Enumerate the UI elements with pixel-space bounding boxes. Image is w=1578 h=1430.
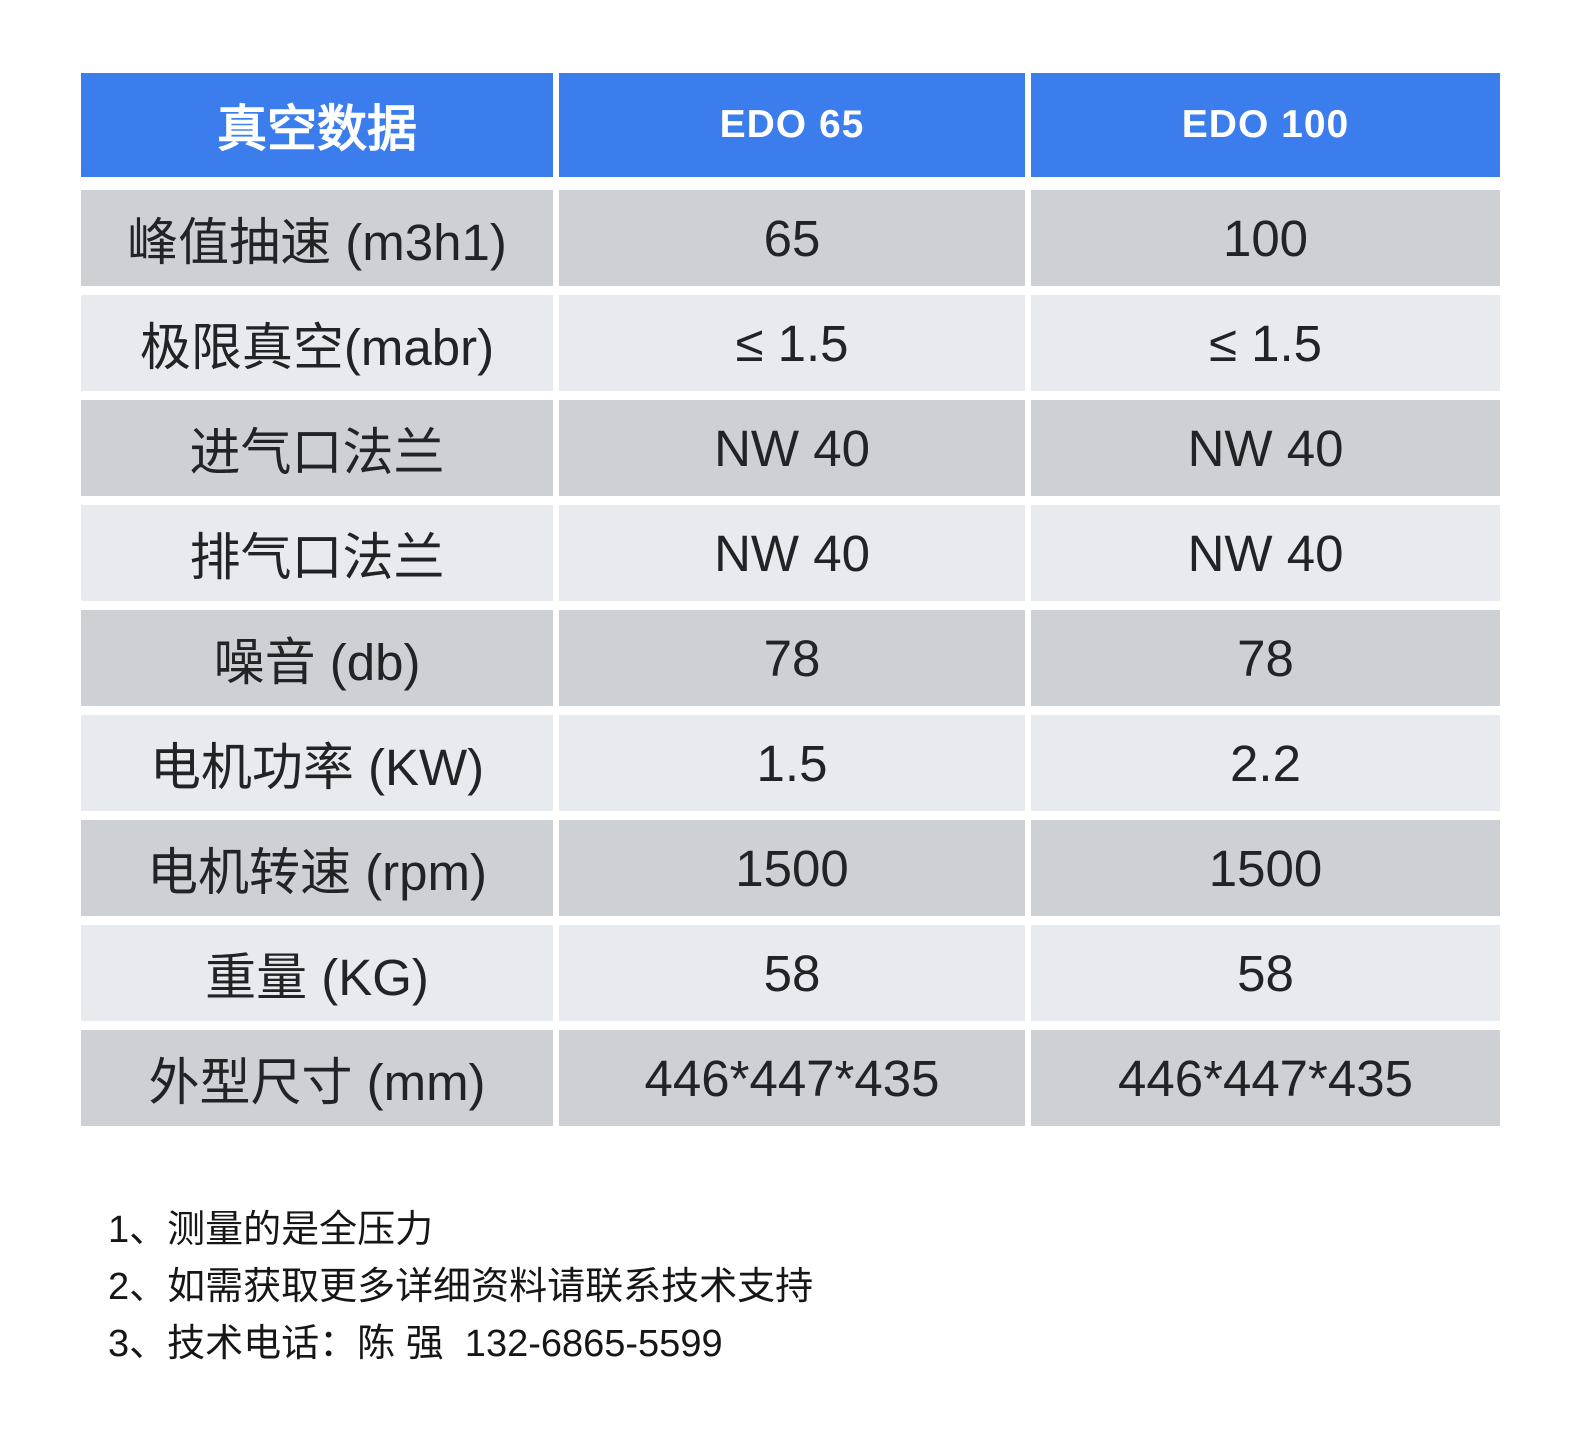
vacuum-spec-table: 真空数据 EDO 65 EDO 100 峰值抽速 (m3h1) 65 100 极… bbox=[81, 73, 1500, 1135]
spec-value-edo100: ≤ 1.5 bbox=[1031, 295, 1500, 391]
spec-value-edo65: NW 40 bbox=[559, 505, 1025, 601]
spec-value-edo100: 100 bbox=[1031, 190, 1500, 286]
spec-value-edo100: 446*447*435 bbox=[1031, 1030, 1500, 1126]
spec-label-cell: 排气口法兰 bbox=[81, 505, 553, 601]
table-header-row: 真空数据 EDO 65 EDO 100 bbox=[81, 73, 1500, 177]
footnotes: 1、测量的是全压力 2、如需获取更多详细资料请联系技术支持 3、技术电话：陈 强… bbox=[108, 1202, 813, 1373]
spec-value-edo65: 58 bbox=[559, 925, 1025, 1021]
table-row-motor-speed: 电机转速 (rpm) 1500 1500 bbox=[81, 820, 1500, 916]
header-edo-65: EDO 65 bbox=[559, 73, 1025, 177]
table-row-peak-speed: 峰值抽速 (m3h1) 65 100 bbox=[81, 190, 1500, 286]
spec-label-cell: 电机转速 (rpm) bbox=[81, 820, 553, 916]
spec-value-edo100: NW 40 bbox=[1031, 505, 1500, 601]
spec-value-edo65: 78 bbox=[559, 610, 1025, 706]
spec-value-edo100: 2.2 bbox=[1031, 715, 1500, 811]
spec-label-cell: 峰值抽速 (m3h1) bbox=[81, 190, 553, 286]
note-support-phone: 3、技术电话：陈 强 132-6865-5599 bbox=[108, 1323, 723, 1365]
spec-value-edo100: 1500 bbox=[1031, 820, 1500, 916]
table-row-inlet-flange: 进气口法兰 NW 40 NW 40 bbox=[81, 400, 1500, 496]
spec-value-edo100: 78 bbox=[1031, 610, 1500, 706]
note-contact-support: 2、如需获取更多详细资料请联系技术支持 bbox=[108, 1266, 814, 1308]
spec-value-edo65: 1.5 bbox=[559, 715, 1025, 811]
spec-label-cell: 进气口法兰 bbox=[81, 400, 553, 496]
spec-label-cell: 噪音 (db) bbox=[81, 610, 553, 706]
spec-value-edo65: 1500 bbox=[559, 820, 1025, 916]
note-full-pressure: 1、测量的是全压力 bbox=[108, 1209, 434, 1251]
header-vacuum-data: 真空数据 bbox=[81, 73, 553, 177]
table-row-exhaust-flange: 排气口法兰 NW 40 NW 40 bbox=[81, 505, 1500, 601]
table-row-weight: 重量 (KG) 58 58 bbox=[81, 925, 1500, 1021]
spec-value-edo100: 58 bbox=[1031, 925, 1500, 1021]
spec-label-cell: 极限真空(mabr) bbox=[81, 295, 553, 391]
table-body: 峰值抽速 (m3h1) 65 100 极限真空(mabr) ≤ 1.5 ≤ 1.… bbox=[81, 190, 1500, 1126]
spec-value-edo65: NW 40 bbox=[559, 400, 1025, 496]
spec-value-edo65: ≤ 1.5 bbox=[559, 295, 1025, 391]
spec-label-cell: 外型尺寸 (mm) bbox=[81, 1030, 553, 1126]
spec-value-edo65: 65 bbox=[559, 190, 1025, 286]
header-edo-100: EDO 100 bbox=[1031, 73, 1500, 177]
spec-value-edo100: NW 40 bbox=[1031, 400, 1500, 496]
spec-label-cell: 重量 (KG) bbox=[81, 925, 553, 1021]
table-row-motor-power: 电机功率 (KW) 1.5 2.2 bbox=[81, 715, 1500, 811]
spec-label-cell: 电机功率 (KW) bbox=[81, 715, 553, 811]
spec-value-edo65: 446*447*435 bbox=[559, 1030, 1025, 1126]
table-row-dimensions: 外型尺寸 (mm) 446*447*435 446*447*435 bbox=[81, 1030, 1500, 1126]
table-row-ultimate-vacuum: 极限真空(mabr) ≤ 1.5 ≤ 1.5 bbox=[81, 295, 1500, 391]
table-row-noise: 噪音 (db) 78 78 bbox=[81, 610, 1500, 706]
